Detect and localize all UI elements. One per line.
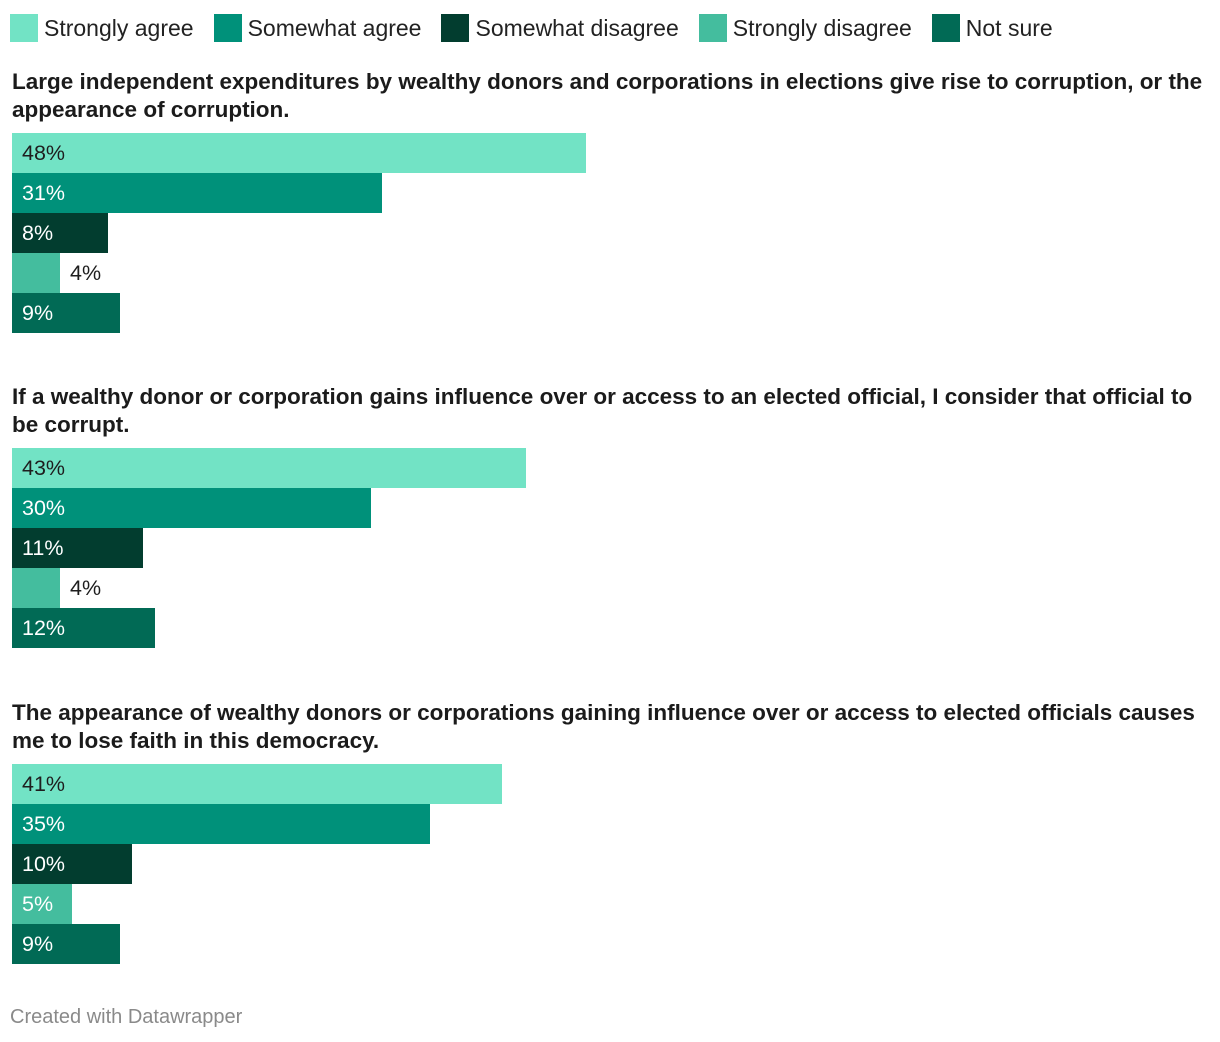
legend-label: Strongly disagree: [732, 14, 912, 41]
legend-swatch: [213, 14, 242, 42]
bar-not-sure: [12, 608, 155, 648]
legend-item: Somewhat disagree: [441, 14, 679, 42]
bar-value-label: 11%: [22, 536, 64, 560]
bar-row: 9%: [12, 924, 1207, 964]
chart-panel-influence: If a wealthy donor or corporation gains …: [12, 383, 1207, 648]
bar-row: 4%: [12, 568, 1207, 608]
bar-row: 10%: [12, 844, 1207, 884]
bar-group: 48% 31% 8% 4% 9%: [12, 133, 1207, 333]
bar-value-label: 41%: [22, 772, 66, 796]
legend-item: Strongly agree: [10, 14, 194, 42]
bar-row: 11%: [12, 528, 1207, 568]
bar-group: 41% 35% 10% 5% 9%: [12, 764, 1207, 964]
legend-item: Somewhat agree: [213, 14, 422, 42]
bar-value-label: 8%: [22, 221, 54, 245]
bar-row: 8%: [12, 213, 1207, 253]
bar-somewhat-agree: [12, 488, 371, 528]
chart-legend: Strongly agree Somewhat agree Somewhat dis…: [10, 13, 1073, 43]
bar-somewhat-agree: [12, 173, 382, 213]
bar-row: 5%: [12, 884, 1207, 924]
bar-value-label: 12%: [22, 616, 66, 640]
bar-row: 35%: [12, 804, 1207, 844]
bar-row: 12%: [12, 608, 1207, 648]
bar-strongly-agree: [12, 133, 586, 173]
bar-not-sure: [12, 293, 120, 333]
chart-panel-expenditures: Large independent expenditures by wealth…: [12, 68, 1207, 333]
bar-row: 48%: [12, 133, 1207, 173]
panel-title: Large independent expenditures by wealth…: [12, 69, 1203, 122]
credit-footer[interactable]: Created with Datawrapper: [10, 1006, 243, 1028]
bar-row: 31%: [12, 173, 1207, 213]
panel-title: The appearance of wealthy donors or corp…: [12, 700, 1195, 753]
bar-strongly-agree: [12, 448, 526, 488]
bar-strongly-disagree: [12, 884, 72, 924]
bar-somewhat-agree: [12, 804, 430, 844]
panel-title: If a wealthy donor or corporation gains …: [12, 384, 1193, 437]
bar-somewhat-disagree: [12, 844, 132, 884]
bar-value-label: 9%: [22, 301, 54, 325]
bar-value-label: 30%: [22, 496, 66, 520]
chart-panel-faith: The appearance of wealthy donors or corp…: [12, 699, 1207, 964]
bar-group: 43% 30% 11% 4% 12%: [12, 448, 1207, 648]
bar-somewhat-disagree: [12, 528, 143, 568]
bar-value-label: 9%: [22, 932, 54, 956]
bar-value-label: 10%: [22, 852, 66, 876]
legend-item: Strongly disagree: [698, 14, 912, 42]
bar-not-sure: [12, 924, 120, 964]
legend-swatch: [441, 14, 470, 42]
legend-label: Not sure: [965, 14, 1053, 41]
legend-label: Strongly agree: [44, 14, 194, 41]
legend-label: Somewhat disagree: [475, 14, 679, 41]
legend-swatch: [10, 14, 38, 42]
bar-value-label: 5%: [22, 892, 54, 916]
bar-value-label: 31%: [22, 181, 66, 205]
bar-value-label: 43%: [22, 456, 66, 480]
legend-label: Somewhat agree: [247, 14, 422, 41]
bar-somewhat-disagree: [12, 213, 108, 253]
bar-row: 4%: [12, 253, 1207, 293]
bar-value-label: 4%: [70, 576, 102, 600]
bar-strongly-disagree: [12, 568, 60, 608]
bar-strongly-agree: [12, 764, 502, 804]
bar-value-label: 35%: [22, 812, 66, 836]
legend-swatch: [698, 14, 727, 42]
bar-row: 30%: [12, 488, 1207, 528]
bar-value-label: 48%: [22, 141, 66, 165]
legend-swatch: [931, 14, 960, 42]
bar-value-label: 4%: [70, 261, 102, 285]
bar-row: 41%: [12, 764, 1207, 804]
bar-strongly-disagree: [12, 253, 60, 293]
bar-row: 43%: [12, 448, 1207, 488]
legend-item: Not sure: [931, 14, 1053, 42]
bar-row: 9%: [12, 293, 1207, 333]
